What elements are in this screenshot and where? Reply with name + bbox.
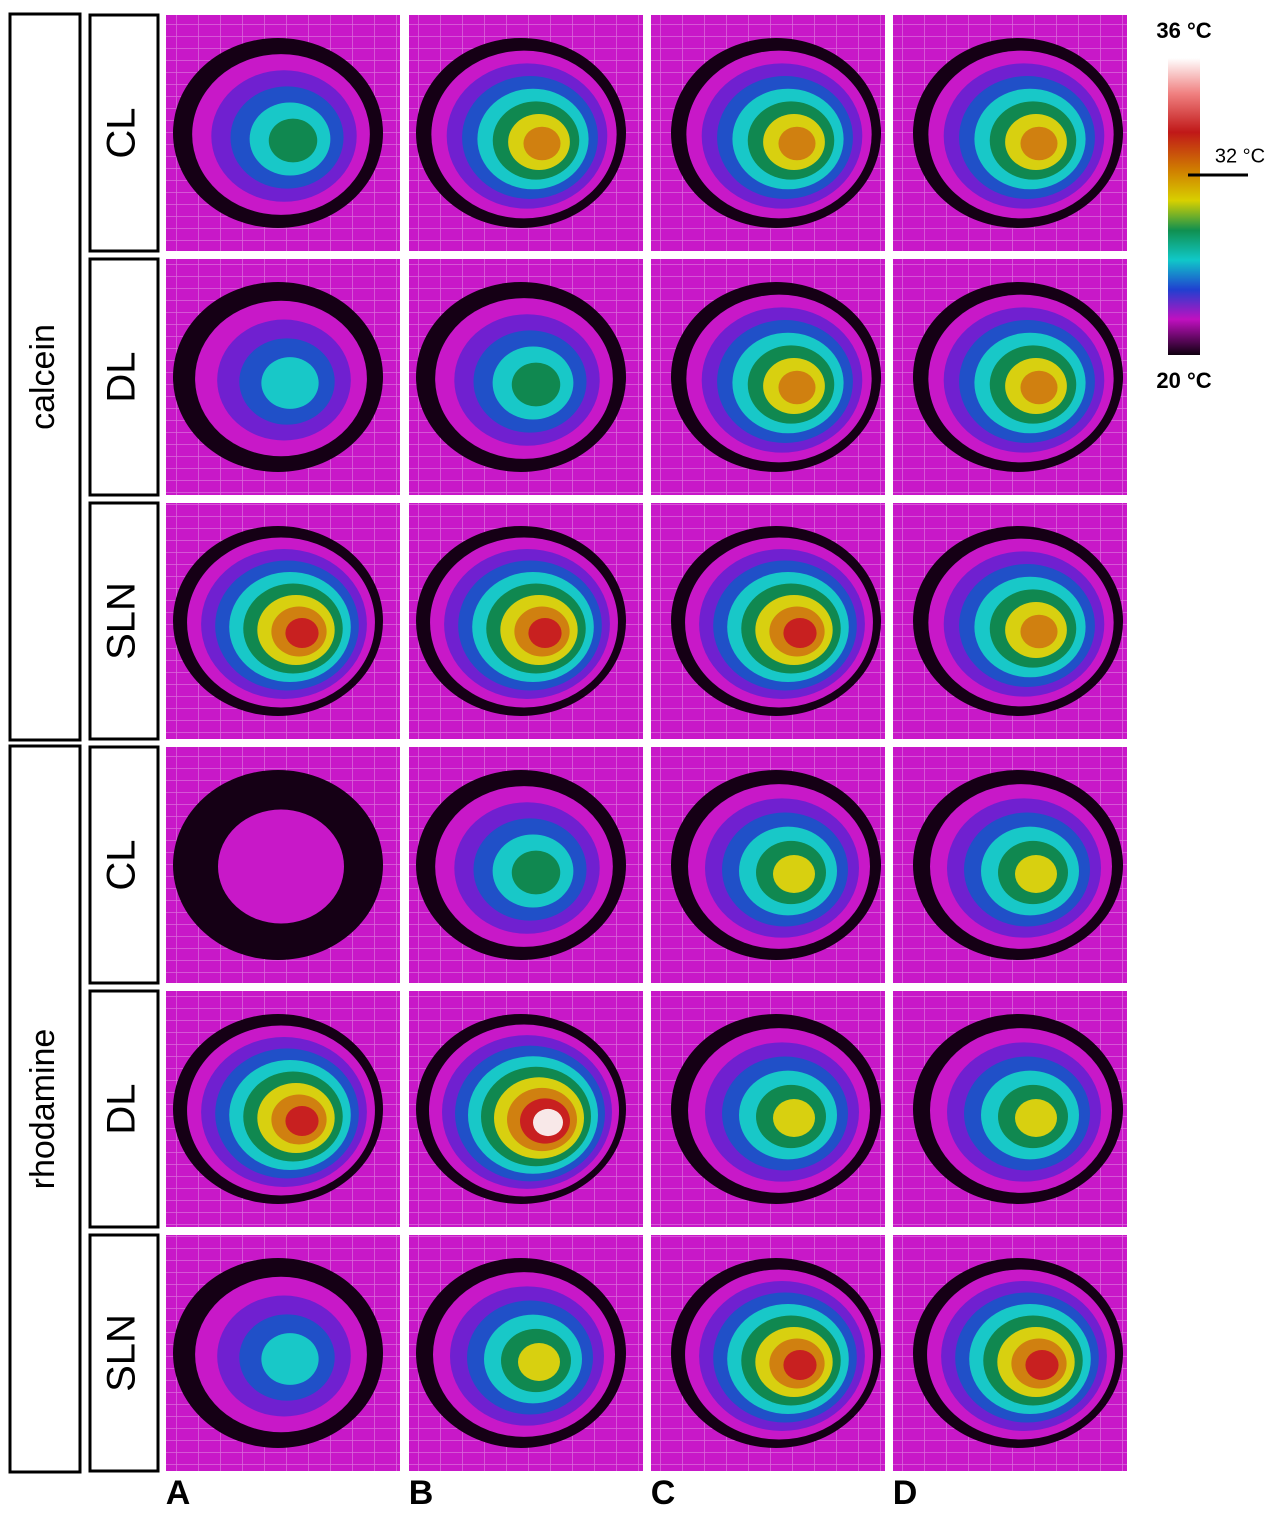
thermal-image xyxy=(893,747,1127,983)
thermal-image xyxy=(651,503,885,739)
thermal-image xyxy=(893,259,1127,495)
heat-zone xyxy=(1020,126,1058,161)
thermal-image xyxy=(409,747,643,983)
column-label: C xyxy=(651,1474,676,1512)
thermal-image xyxy=(893,991,1127,1227)
row-label: DL xyxy=(100,1083,144,1134)
heat-zone xyxy=(261,1333,319,1385)
thermal-image xyxy=(166,259,400,495)
row-box xyxy=(88,501,160,741)
thermal-image xyxy=(651,1235,885,1471)
group-label: calcein xyxy=(24,324,62,430)
heat-zone xyxy=(511,850,561,895)
heat-zone xyxy=(518,1343,560,1381)
row-label: SLN xyxy=(100,582,144,660)
heat-zone xyxy=(1020,370,1058,405)
heat-zone xyxy=(783,1350,817,1380)
row-label: DL xyxy=(100,351,144,402)
thermal-image xyxy=(409,259,643,495)
row-box xyxy=(88,13,160,253)
thermal-image xyxy=(893,15,1127,251)
row-label: SLN xyxy=(100,1314,144,1392)
thermal-image xyxy=(166,991,400,1227)
group-box xyxy=(8,12,82,742)
thermal-image xyxy=(651,991,885,1227)
colorbar-mark: 32 °C xyxy=(1215,145,1265,167)
group-box xyxy=(8,744,82,1474)
thermal-image xyxy=(651,747,885,983)
heat-zone xyxy=(218,809,344,924)
colorbar-max: 36 °C xyxy=(1156,18,1211,43)
colorbar xyxy=(1168,58,1200,355)
row-box xyxy=(88,989,160,1229)
heat-zone xyxy=(511,362,561,407)
thermal-image xyxy=(166,747,400,983)
thermal-image xyxy=(409,1235,643,1471)
thermal-image xyxy=(893,1235,1127,1471)
column-label: A xyxy=(166,1474,191,1512)
thermal-image xyxy=(651,15,885,251)
thermal-image xyxy=(893,503,1127,739)
heat-zone xyxy=(773,1099,815,1137)
thermal-image xyxy=(166,15,400,251)
thermal-image xyxy=(409,503,643,739)
row-label: CL xyxy=(100,107,144,158)
column-label: B xyxy=(409,1474,434,1512)
heat-zone xyxy=(783,618,817,648)
colorbar-min: 20 °C xyxy=(1156,368,1211,393)
column-label: D xyxy=(893,1474,918,1512)
row-label: CL xyxy=(100,839,144,890)
row-box xyxy=(88,1233,160,1473)
thermal-image xyxy=(409,991,643,1227)
heat-zone xyxy=(285,1106,319,1136)
heat-zone xyxy=(523,126,561,161)
heat-zone xyxy=(268,118,318,163)
row-box xyxy=(88,745,160,985)
thermal-image xyxy=(166,1235,400,1471)
group-label: rhodamine xyxy=(24,1029,62,1190)
heat-zone xyxy=(1015,1099,1057,1137)
heat-zone xyxy=(1020,614,1058,649)
row-box xyxy=(88,257,160,497)
heat-zone xyxy=(1015,855,1057,893)
heat-zone xyxy=(778,126,816,161)
thermal-image xyxy=(166,503,400,739)
heat-zone xyxy=(261,357,319,409)
heat-zone xyxy=(778,370,816,405)
heat-zone xyxy=(1025,1350,1059,1380)
heat-zone xyxy=(533,1108,563,1137)
thermal-image xyxy=(409,15,643,251)
heat-zone xyxy=(285,618,319,648)
thermal-image xyxy=(651,259,885,495)
heat-zone xyxy=(528,618,562,648)
heat-zone xyxy=(773,855,815,893)
